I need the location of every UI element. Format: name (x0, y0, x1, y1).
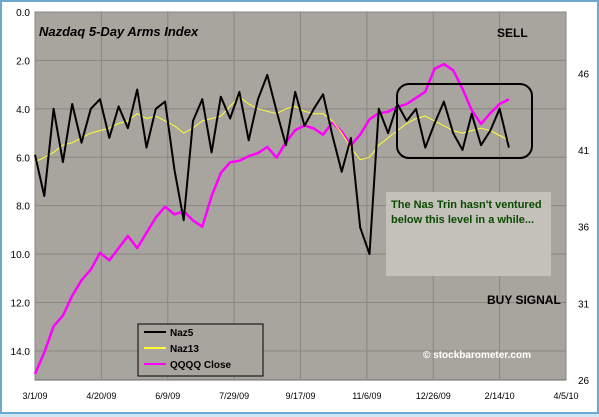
y-tick-label: 0.0 (16, 8, 30, 19)
y-axis-left-labels: 0.0 2.0 4.0 6.0 8.0 10.0 12.0 14.0 (11, 8, 31, 358)
y2-tick-label: 36 (578, 223, 590, 234)
y2-tick-label: 31 (578, 299, 590, 310)
note-text: The Nas Trin hasn't ventured below this … (391, 199, 545, 226)
y-axis-right-labels: 26 31 36 41 46 (578, 69, 590, 387)
series-line-naz13 (34, 96, 510, 163)
x-axis-labels: 3/1/09 4/20/09 6/9/09 7/29/09 9/17/09 11/6/09… (22, 391, 578, 401)
y-tick-label: 8.0 (16, 202, 30, 213)
legend-label-naz13: Naz13 (170, 344, 199, 355)
y-tick-label: 4.0 (16, 105, 30, 116)
sell-label: SELL (497, 26, 528, 40)
legend: Naz5 Naz13 QQQQ Close (137, 323, 264, 377)
y2-tick-label: 41 (578, 146, 590, 157)
y2-tick-label: 26 (578, 376, 590, 387)
series-line-naz5 (34, 73, 510, 256)
x-tick-label: 12/26/09 (416, 391, 451, 401)
legend-label-qqqq: QQQQ Close (170, 360, 232, 371)
buy-signal-label: BUY SIGNAL (487, 293, 561, 307)
x-tick-label: 9/17/09 (285, 391, 315, 401)
x-tick-label: 2/14/10 (485, 391, 515, 401)
y-tick-label: 6.0 (16, 153, 30, 164)
y-tick-label: 14.0 (11, 347, 31, 358)
legend-label-naz5: Naz5 (170, 328, 194, 339)
arms-index-chart: Nazdaq 5-Day Arms Index SELL The Nas Tri… (11, 8, 590, 401)
x-tick-label: 3/1/09 (22, 391, 47, 401)
series-lines (33, 62, 510, 375)
y2-tick-label: 46 (578, 69, 590, 80)
note-box (386, 192, 551, 276)
signal-highlight-box (396, 83, 533, 159)
chart-title: Nazdaq 5-Day Arms Index (39, 24, 199, 39)
x-tick-label: 7/29/09 (219, 391, 249, 401)
x-tick-label: 11/6/09 (352, 391, 381, 401)
x-tick-label: 4/5/10 (553, 391, 578, 401)
x-tick-label: 6/9/09 (155, 391, 180, 401)
watermark: © stockbarometer.com (423, 350, 531, 361)
series-line-qqqq-close (33, 62, 510, 375)
y-tick-label: 10.0 (11, 250, 31, 261)
y-tick-label: 12.0 (11, 299, 31, 310)
y-tick-label: 2.0 (16, 56, 30, 67)
x-tick-label: 4/20/09 (86, 391, 116, 401)
